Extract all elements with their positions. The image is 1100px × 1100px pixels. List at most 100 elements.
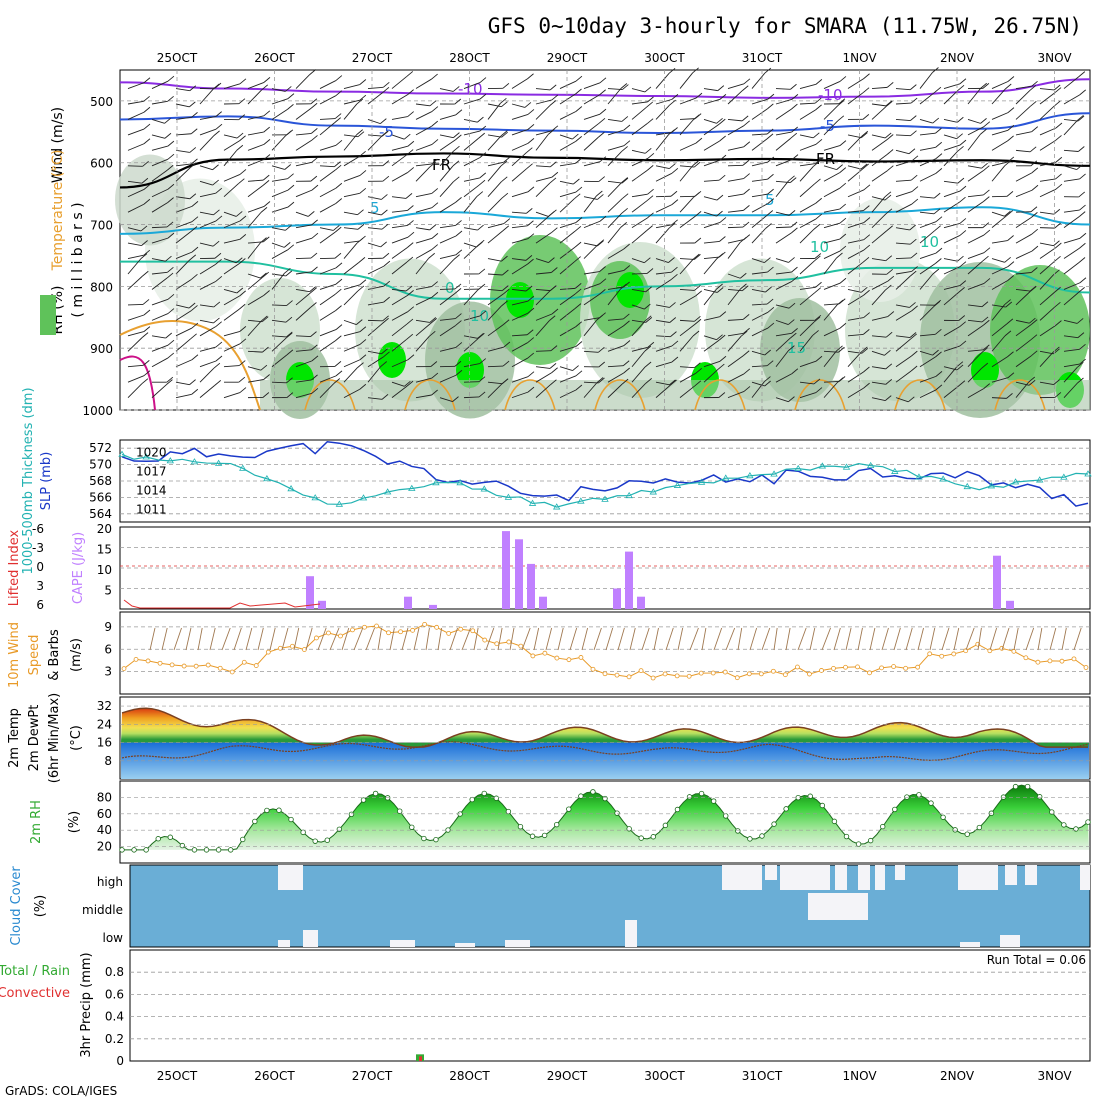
wind-barb-flag bbox=[814, 97, 822, 104]
wind-barb-staff bbox=[943, 90, 959, 105]
wind-speed-marker bbox=[855, 664, 860, 670]
wind-barb bbox=[487, 341, 511, 352]
wind-barb-staff bbox=[919, 172, 937, 182]
surface-wind-barb bbox=[317, 627, 327, 651]
x-tick-label-top: 25OCT bbox=[157, 51, 198, 65]
wind-barb-staff bbox=[799, 143, 817, 151]
wind-speed-marker bbox=[313, 635, 319, 641]
wind-barb-staff bbox=[799, 228, 815, 244]
wind-barb bbox=[583, 77, 607, 89]
precip-convective-bar bbox=[419, 1056, 422, 1061]
wind-barb-flag bbox=[983, 121, 991, 128]
wind-barb-flag bbox=[1004, 299, 1011, 305]
wind-barb-flag bbox=[286, 392, 294, 398]
wind-barb bbox=[535, 161, 557, 168]
wind-barb-staff bbox=[895, 119, 911, 122]
wind-barb-flag bbox=[263, 77, 271, 83]
cloud-clear-cell bbox=[958, 865, 998, 890]
wind-barb-flag bbox=[527, 258, 534, 265]
wind-barb bbox=[919, 258, 942, 275]
wind-barb-flag bbox=[863, 184, 871, 191]
wind-barb bbox=[199, 111, 222, 120]
rh-marker bbox=[384, 795, 391, 801]
wind-barb bbox=[559, 225, 582, 244]
wind-barb-flag bbox=[524, 102, 532, 108]
cloud-clear-cell bbox=[1000, 935, 1020, 947]
thickness-marker bbox=[963, 482, 971, 490]
wind-barb-staff bbox=[247, 159, 265, 167]
rh-marker bbox=[240, 836, 246, 843]
wind-barb bbox=[703, 85, 725, 92]
wind-barb-flag bbox=[1029, 84, 1037, 91]
rh-marker bbox=[880, 823, 886, 830]
wind-barb-staff bbox=[607, 227, 622, 244]
rh-marker bbox=[227, 847, 234, 853]
wind-barb bbox=[487, 225, 510, 244]
wind-barb-staff bbox=[1063, 382, 1078, 398]
wind-barb-staff bbox=[151, 169, 168, 182]
wind-barb-staff bbox=[535, 130, 552, 136]
wind-barb bbox=[895, 396, 915, 403]
wind-barb-flag bbox=[791, 94, 799, 100]
surface-wind-barb bbox=[677, 627, 684, 651]
wind-barb bbox=[415, 361, 438, 368]
wind-barb-flag bbox=[959, 185, 967, 192]
wind-barb-flag bbox=[836, 345, 843, 352]
wind-barb-staff bbox=[775, 281, 793, 290]
wind-barb-staff bbox=[511, 225, 528, 229]
lifted-index-line bbox=[123, 599, 321, 609]
wind-barb-staff bbox=[199, 346, 217, 352]
wind-barb-staff bbox=[199, 192, 216, 198]
wind-barb-flag bbox=[598, 131, 605, 138]
wind-barb-flag bbox=[884, 349, 891, 356]
wind-barb-staff bbox=[391, 359, 409, 368]
wind-barb bbox=[631, 341, 655, 352]
wind-barb-flag bbox=[359, 79, 367, 85]
wind-barb bbox=[319, 361, 342, 368]
wind-barb bbox=[487, 218, 511, 229]
wind-barb-flag bbox=[287, 184, 295, 191]
wind-barb-staff bbox=[415, 207, 433, 213]
wind-barb-staff bbox=[535, 211, 549, 217]
wind-barb-flag bbox=[262, 271, 270, 278]
wind-barb bbox=[631, 345, 652, 368]
wind-barb-flag bbox=[479, 77, 487, 83]
wind-barb-staff bbox=[919, 158, 937, 167]
surface-wind-barb bbox=[1073, 627, 1082, 651]
wind-barb-staff bbox=[727, 119, 743, 122]
wind-barb bbox=[295, 287, 318, 306]
wind-barb-staff bbox=[751, 203, 769, 213]
wind-barb-staff bbox=[175, 88, 190, 92]
wind-barb-flag bbox=[743, 78, 751, 85]
wind-barb bbox=[679, 253, 700, 275]
wind-barb-staff bbox=[967, 201, 984, 213]
wind-barb-staff bbox=[391, 381, 405, 387]
wind-barb-staff bbox=[223, 392, 241, 399]
wind-barb-staff bbox=[799, 392, 817, 399]
wind-barb bbox=[847, 234, 871, 244]
wind-barb-staff bbox=[1015, 339, 1032, 352]
wind-barb-flag bbox=[167, 339, 175, 346]
wind-barb-staff bbox=[559, 293, 576, 306]
wind-barb bbox=[871, 208, 893, 228]
surface-wind-barb bbox=[977, 627, 982, 651]
wind-barb bbox=[943, 84, 965, 105]
wind-barb-staff bbox=[943, 385, 960, 398]
wind-barb-flag bbox=[910, 238, 917, 245]
wind-barb-flag bbox=[551, 171, 559, 178]
x-tick-label-bottom: 30OCT bbox=[644, 1069, 685, 1083]
wind-speed-marker bbox=[1047, 658, 1053, 664]
wind-barb-staff bbox=[751, 161, 768, 167]
wind-barb-staff bbox=[1039, 188, 1057, 198]
wind-barb bbox=[271, 392, 294, 399]
wind-barb-flag bbox=[143, 326, 151, 332]
wind-barb-staff bbox=[151, 145, 169, 151]
wind-barb-staff bbox=[415, 296, 433, 306]
wind-barb-flag bbox=[357, 209, 364, 216]
wind-barb-staff bbox=[199, 128, 217, 136]
wind-barb-flag bbox=[694, 315, 701, 322]
wind-barb bbox=[391, 306, 415, 321]
wind-barb-staff bbox=[679, 335, 694, 352]
rh-marker bbox=[336, 826, 343, 832]
contour-label: -5 bbox=[820, 117, 835, 135]
